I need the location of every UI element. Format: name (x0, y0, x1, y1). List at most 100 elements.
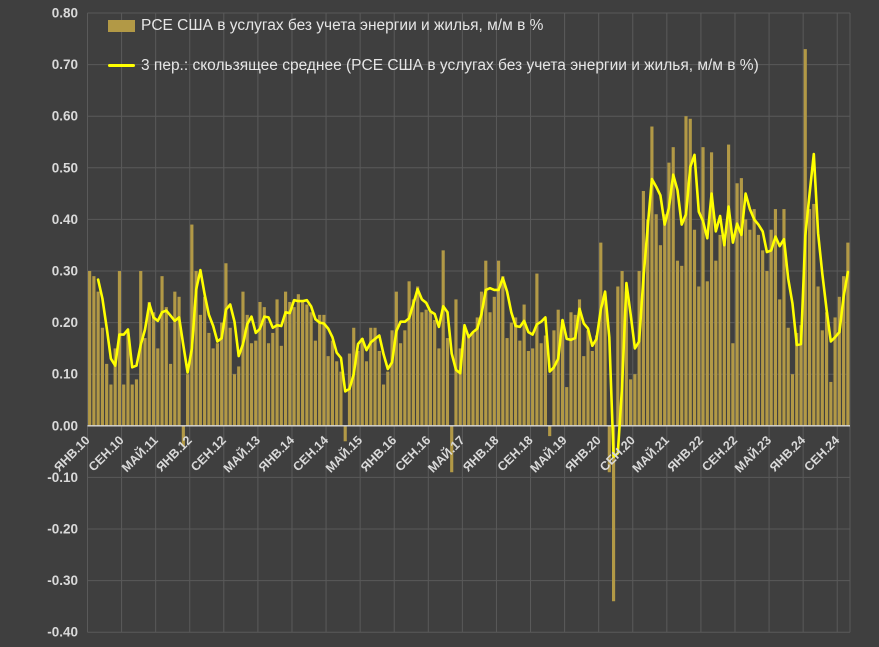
bar[interactable] (501, 276, 505, 426)
bar[interactable] (671, 147, 675, 426)
bar[interactable] (807, 209, 812, 426)
bar[interactable] (735, 183, 739, 426)
bar[interactable] (215, 343, 219, 426)
bar[interactable] (475, 317, 479, 426)
bar[interactable] (454, 299, 458, 426)
bar[interactable] (407, 281, 411, 426)
bar[interactable] (748, 229, 752, 426)
bar[interactable] (727, 144, 731, 426)
bar[interactable] (271, 332, 275, 426)
bar[interactable] (450, 425, 454, 473)
bar[interactable] (646, 219, 650, 426)
bar[interactable] (744, 219, 748, 426)
bar[interactable] (782, 209, 786, 426)
bar[interactable] (117, 271, 122, 426)
bar[interactable] (488, 312, 492, 426)
bar[interactable] (492, 296, 496, 426)
bar[interactable] (688, 118, 692, 426)
bar[interactable] (356, 350, 360, 426)
bar[interactable] (113, 348, 117, 426)
bar[interactable] (168, 363, 173, 426)
bar[interactable] (765, 271, 769, 426)
bar[interactable] (309, 312, 313, 426)
bar[interactable] (833, 317, 837, 426)
bar[interactable] (360, 338, 364, 426)
bar[interactable] (220, 322, 224, 426)
bar[interactable] (335, 361, 339, 426)
bar[interactable] (573, 314, 577, 426)
bar[interactable] (526, 350, 530, 426)
bar[interactable] (633, 374, 637, 426)
bar[interactable] (586, 330, 590, 426)
bar[interactable] (241, 291, 245, 426)
bar[interactable] (275, 299, 279, 426)
bar[interactable] (684, 116, 688, 426)
bar[interactable] (399, 343, 403, 426)
bar[interactable] (795, 332, 799, 426)
bar[interactable] (739, 178, 743, 426)
bar[interactable] (211, 348, 215, 426)
bar[interactable] (339, 371, 343, 426)
bar[interactable] (705, 281, 709, 426)
bar[interactable] (198, 314, 202, 426)
bar[interactable] (301, 301, 305, 426)
bar[interactable] (386, 371, 390, 426)
bar[interactable] (134, 379, 139, 426)
bar[interactable] (437, 348, 441, 426)
bar[interactable] (790, 374, 795, 426)
bar[interactable] (177, 296, 181, 426)
bar[interactable] (228, 327, 232, 426)
bar[interactable] (603, 296, 607, 426)
bar[interactable] (424, 309, 428, 426)
bar[interactable] (164, 307, 168, 426)
bar[interactable] (722, 240, 726, 426)
bar[interactable] (126, 332, 130, 426)
bar[interactable] (565, 387, 569, 426)
bar[interactable] (522, 304, 526, 426)
bar[interactable] (160, 276, 164, 426)
legend-item-bars[interactable]: PCE США в услугах без учета энергии и жи… (108, 13, 808, 39)
bar[interactable] (381, 384, 386, 426)
bar[interactable] (92, 276, 96, 426)
bar[interactable] (458, 348, 462, 426)
bar[interactable] (820, 330, 824, 426)
bar[interactable] (411, 299, 415, 426)
bar[interactable] (441, 250, 445, 426)
bar[interactable] (467, 335, 471, 426)
bar[interactable] (326, 356, 330, 426)
bar[interactable] (173, 291, 177, 426)
bar[interactable] (369, 327, 373, 426)
bar[interactable] (590, 350, 594, 426)
bar[interactable] (582, 356, 586, 426)
bar[interactable] (122, 384, 126, 426)
bar[interactable] (624, 291, 628, 426)
bar[interactable] (433, 320, 437, 426)
bar[interactable] (701, 147, 705, 426)
bar[interactable] (479, 291, 484, 426)
bar[interactable] (709, 152, 714, 426)
bar[interactable] (88, 271, 92, 426)
bar[interactable] (143, 338, 147, 426)
bar[interactable] (262, 307, 266, 426)
bar[interactable] (130, 384, 134, 426)
bar[interactable] (518, 340, 522, 426)
bar[interactable] (496, 260, 501, 426)
bar[interactable] (181, 425, 185, 447)
bar[interactable] (390, 330, 394, 426)
bar[interactable] (786, 327, 790, 426)
bar[interactable] (714, 260, 718, 426)
bar[interactable] (577, 299, 582, 426)
bar[interactable] (151, 312, 156, 426)
bar[interactable] (842, 276, 846, 426)
bar[interactable] (232, 374, 237, 426)
bar[interactable] (364, 361, 369, 426)
bar[interactable] (799, 325, 803, 426)
bar[interactable] (535, 273, 539, 426)
bar[interactable] (667, 162, 671, 426)
bar[interactable] (539, 343, 543, 426)
bar[interactable] (186, 374, 190, 426)
bar[interactable] (207, 332, 211, 426)
bar[interactable] (756, 234, 760, 426)
bar[interactable] (641, 191, 645, 426)
bar[interactable] (484, 260, 488, 426)
